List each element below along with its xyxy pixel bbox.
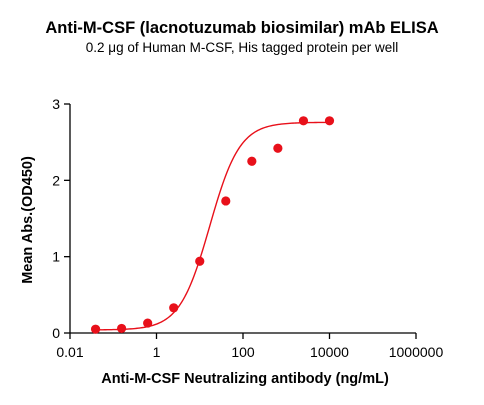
data-point (169, 303, 179, 313)
x-tick-label: 0.01 (56, 344, 83, 360)
data-point (195, 256, 205, 266)
data-point (298, 116, 309, 126)
y-tick-label: 3 (52, 96, 60, 112)
fit-curve (95, 121, 330, 331)
y-tick-label: 2 (52, 172, 60, 188)
chart-title: Anti-M-CSF (lacnotuzumab biosimilar) mAb… (45, 19, 438, 37)
x-axis: 0.01 1 100 10000 1000000 (56, 332, 444, 360)
x-tick-label: 1000000 (389, 344, 444, 360)
y-axis: 0 1 2 3 (52, 96, 71, 341)
y-tick-label: 1 (52, 249, 60, 265)
data-point (143, 318, 153, 328)
fit-curve-layer (95, 121, 330, 331)
chart-subtitle: 0.2 μg of Human M-CSF, His tagged protei… (86, 40, 398, 55)
data-point (221, 196, 231, 206)
data-point (273, 143, 283, 153)
y-axis-label: Mean Abs.(OD450) (20, 156, 36, 284)
y-tick-label: 0 (52, 325, 60, 341)
data-point (90, 324, 101, 334)
data-points-layer (90, 116, 335, 334)
data-point (247, 156, 257, 166)
data-point (324, 116, 335, 126)
x-axis-label: Anti-M-CSF Neutralizing antibody (ng/mL) (101, 371, 389, 387)
x-tick-label: 1 (153, 344, 161, 360)
x-tick-label: 100 (231, 344, 255, 360)
data-point (117, 323, 127, 334)
x-tick-label: 10000 (310, 344, 349, 360)
